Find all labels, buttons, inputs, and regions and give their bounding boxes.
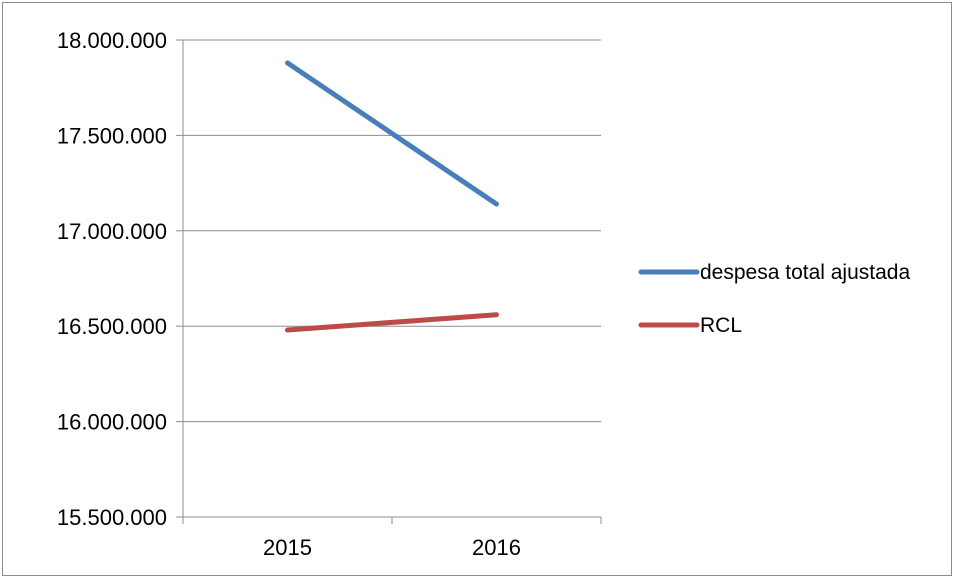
series xyxy=(285,60,499,333)
series-line xyxy=(285,312,499,333)
y-tick-label: 15.500.000 xyxy=(57,505,167,530)
y-tick-label: 16.500.000 xyxy=(57,314,167,339)
axes: 15.500.000 16.000.000 16.500.000 17.000.000… xyxy=(57,28,602,560)
y-tick-label: 18.000.000 xyxy=(57,28,167,53)
y-tick-label: 17.000.000 xyxy=(57,219,167,244)
legend-label: RCL xyxy=(700,314,742,337)
x-tick-label: 2015 xyxy=(263,535,312,560)
legend: despesa total ajustada RCL xyxy=(638,261,910,337)
y-tick-label: 17.500.000 xyxy=(57,123,167,148)
series-line xyxy=(285,60,499,207)
gridlines xyxy=(183,39,601,518)
legend-label: despesa total ajustada xyxy=(700,261,910,284)
y-tick-label: 16.000.000 xyxy=(57,410,167,435)
x-tick-label: 2016 xyxy=(472,535,521,560)
